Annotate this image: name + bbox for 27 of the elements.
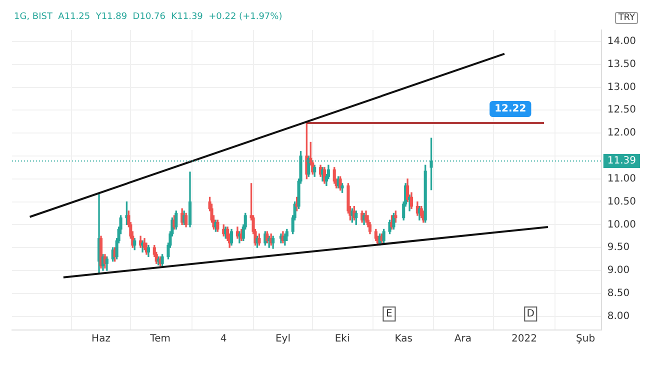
y-tick-label: 11.00 <box>607 173 636 184</box>
y-tick-label: 12.00 <box>607 128 636 139</box>
annotation: E <box>386 308 392 320</box>
y-tick-label: 13.50 <box>607 58 636 70</box>
x-tick-label: Ara <box>454 334 472 345</box>
annotation: D <box>526 308 535 320</box>
x-tick-label: Tem <box>149 334 170 345</box>
chart-subtitle: 1G, BIST A11.25 Y11.89 D10.76 K11.39 +0.22 (+1.97%) <box>14 12 282 22</box>
annotation: 12.22 <box>494 104 526 115</box>
y-tick-label: 9.50 <box>607 242 630 254</box>
y-tick-label: 12.50 <box>607 104 636 116</box>
y-tick-label: 10.00 <box>607 219 636 230</box>
y-tick-label: 8.00 <box>607 310 630 322</box>
y-tick-label: 8.50 <box>607 288 630 299</box>
x-tick-label: Eki <box>334 334 350 345</box>
x-tick-label: Haz <box>92 334 110 345</box>
x-tick-label: Şub <box>576 334 596 345</box>
ref-line-label: 11.39 <box>607 156 636 167</box>
y-tick-label: 13.00 <box>607 82 636 93</box>
x-tick-label: Kas <box>394 334 412 345</box>
y-tick-label: 10.50 <box>607 196 636 208</box>
y-tick-label: 14.00 <box>607 36 636 48</box>
x-tick-label: 2022 <box>512 334 537 345</box>
y-axis-title: TRY <box>615 12 638 24</box>
x-tick-label: 4 <box>220 334 227 345</box>
x-tick-label: Eyl <box>275 334 290 345</box>
y-tick-label: 9.00 <box>607 265 630 276</box>
